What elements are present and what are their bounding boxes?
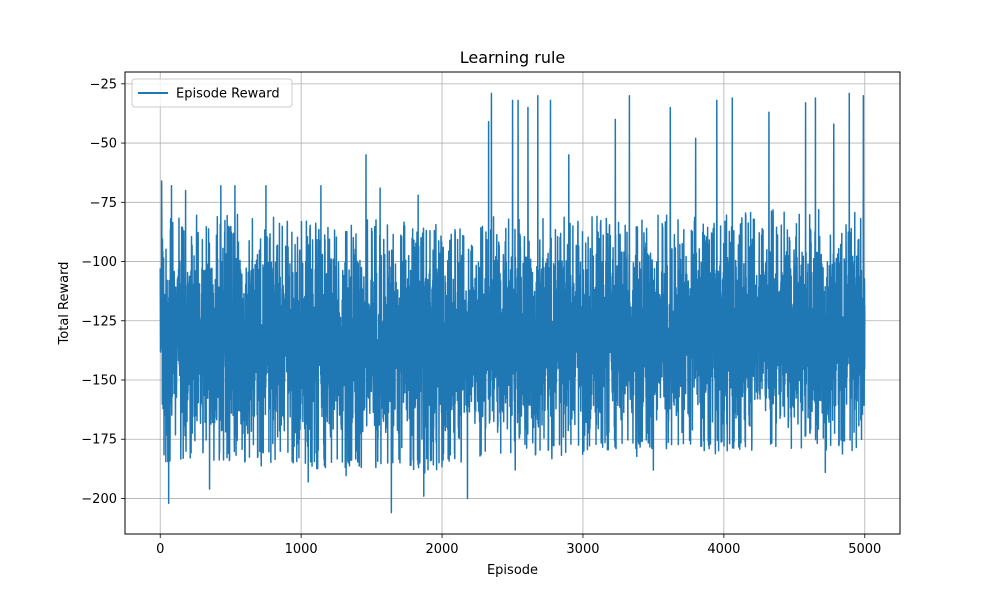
legend-box <box>131 78 293 108</box>
x-axis-label: Episode <box>487 563 538 578</box>
legend: Episode Reward <box>131 78 293 108</box>
y-tick-label: −200 <box>81 492 117 507</box>
ticks: 0 1000 2000 3000 4000 5000 −25 −50 −75 −100 −125 −1… <box>81 77 881 557</box>
y-tick-label: −25 <box>90 77 117 92</box>
x-tick-label: 5000 <box>848 542 881 557</box>
plot-area <box>159 92 866 514</box>
x-tick-label: 3000 <box>566 542 599 557</box>
y-tick-label: −125 <box>81 314 117 329</box>
y-tick-label: −150 <box>81 374 117 389</box>
y-axis-label: Total Reward <box>57 262 72 346</box>
y-tick-label: −100 <box>81 255 117 270</box>
x-tick-label: 4000 <box>707 542 740 557</box>
y-tick-label: −175 <box>81 433 117 448</box>
chart-title: Learning rule <box>460 48 566 67</box>
legend-entry-episode-reward: Episode Reward <box>176 87 280 102</box>
series-line-episode-reward <box>159 92 866 514</box>
y-tick-label: −50 <box>90 137 117 152</box>
x-tick-label: 0 <box>156 542 164 557</box>
y-tick-label: −75 <box>90 196 117 211</box>
x-tick-label: 1000 <box>285 542 318 557</box>
axes-frame <box>124 71 901 535</box>
x-tick-label: 2000 <box>425 542 458 557</box>
